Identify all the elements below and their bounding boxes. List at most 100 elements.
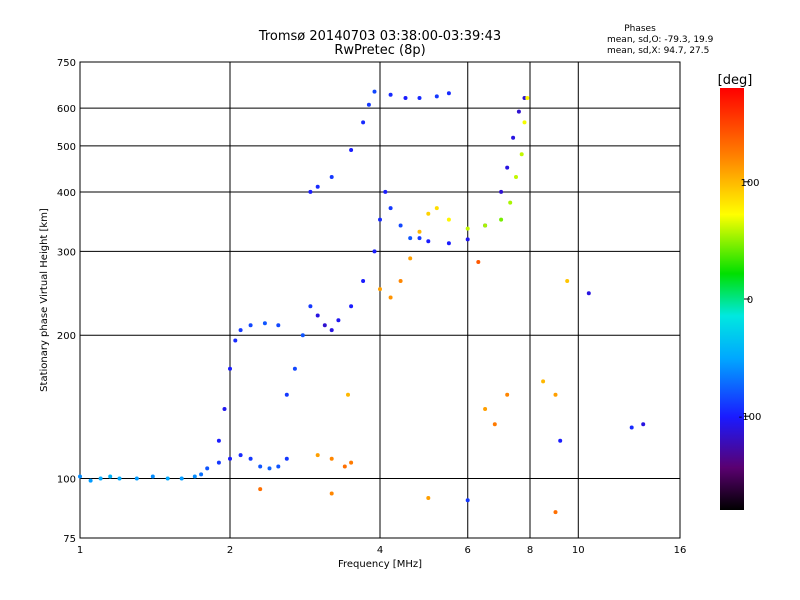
data-point [300,333,305,338]
data-point [483,407,488,411]
data-point [361,279,366,283]
data-point [483,223,488,228]
data-point [276,323,281,328]
data-point [565,279,570,283]
data-point [150,474,155,479]
data-point [446,217,451,222]
data-point [238,453,243,458]
data-point [78,474,82,479]
data-point [417,229,422,234]
data-point [372,89,377,94]
data-point [465,226,470,231]
data-point [284,456,289,461]
data-point [522,120,527,125]
data-point [492,422,497,427]
data-point [322,323,327,328]
series-high-echo-arc [308,89,451,194]
data-point [586,291,591,296]
data-point [349,304,354,309]
data-point [228,456,232,461]
stats-header: Phases [624,24,656,34]
data-point [629,425,634,430]
data-point [434,206,439,211]
data-point [267,466,272,471]
data-point [192,474,197,479]
series-e-layer-trace [78,453,289,483]
data-point [222,407,227,411]
data-point [398,279,403,283]
data-point [205,466,210,471]
axis-ticks: 1 2 4 6 8 10 16 75 100 200 300 400 500 600 750 [57,58,686,556]
x-tick-label: 2 [227,545,233,556]
series-scattered [258,260,646,515]
data-point [336,318,341,323]
y-tick-label: 300 [57,247,76,258]
data-point [315,184,320,189]
data-point [284,392,289,397]
data-point [417,96,422,100]
stats-line-x: mean, sd,X: 94.7, 27.5 [607,46,709,56]
colorbar-ticks: 100 0 -100 [739,178,762,423]
data-point [315,453,320,458]
data-point [519,152,524,157]
data-point [511,135,516,140]
data-point [383,189,388,194]
x-tick-label: 16 [674,545,687,556]
data-point [165,476,170,481]
data-point [233,338,238,343]
y-tick-label: 100 [57,475,76,486]
data-point [553,392,558,397]
data-point [541,379,546,384]
data-point [308,189,313,194]
x-axis-label: Frequency [MHz] [338,559,422,570]
data-point [349,460,354,465]
x-tick-label: 8 [527,545,533,556]
series-low-x-trace [315,392,354,469]
data-point [88,478,93,483]
series-x-mode-trace [378,96,530,300]
data-point [315,313,320,318]
data-point [248,456,253,461]
data-point [262,321,267,326]
data-point [216,438,221,443]
data-point [417,236,422,241]
data-point [108,474,113,479]
data-point [499,217,504,222]
data-point [446,91,451,96]
data-point [516,109,521,114]
data-point [292,366,297,371]
data-point [426,239,431,244]
data-point [426,496,431,500]
data-point [179,476,184,481]
colorbar [720,88,744,510]
chart-title: Tromsø 20140703 03:38:00-03:39:43 [258,29,501,44]
data-point [434,94,439,99]
data-point [258,464,263,469]
data-point [465,498,470,503]
data-point [378,287,382,292]
data-point [558,438,563,443]
data-point [408,256,413,261]
data-point [216,460,221,465]
data-point [499,189,504,194]
data-point [388,206,393,211]
data-point [346,392,350,397]
data-point [525,96,530,100]
data-point [641,422,646,427]
data-point [522,96,527,100]
data-point [329,175,334,179]
data-point [238,328,243,333]
y-tick-label: 75 [63,534,76,545]
x-tick-label: 1 [77,545,83,556]
data-point [446,241,451,246]
y-tick-label: 400 [57,188,76,199]
data-points [78,89,646,515]
data-point [248,323,253,328]
stats-line-o: mean, sd,O: -79.3, 19.9 [607,35,714,45]
y-tick-label: 600 [57,104,76,115]
y-tick-label: 750 [57,58,76,69]
data-point [505,165,510,170]
x-tick-label: 10 [572,545,585,556]
data-point [199,472,204,477]
